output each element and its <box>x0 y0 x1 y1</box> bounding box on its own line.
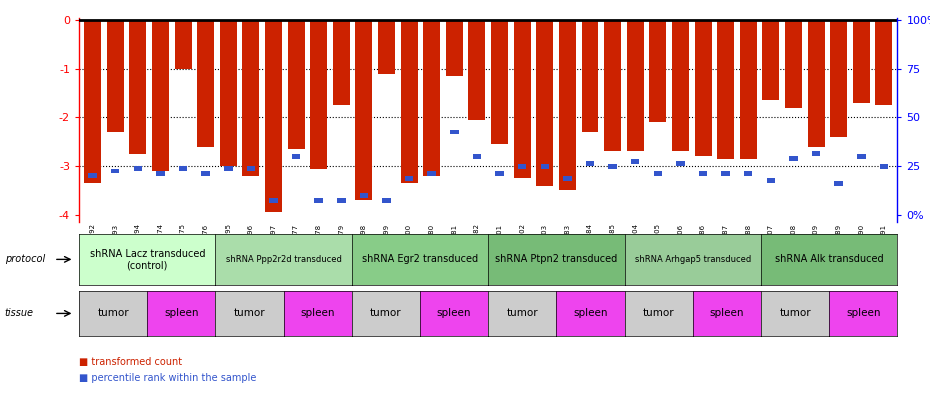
Bar <box>722 171 730 176</box>
Bar <box>627 20 644 151</box>
Bar <box>608 163 617 169</box>
Bar <box>428 171 436 176</box>
Bar <box>537 20 553 185</box>
Bar <box>219 20 237 166</box>
Text: tumor: tumor <box>643 309 674 318</box>
Bar <box>270 198 278 202</box>
Bar <box>766 178 775 183</box>
Bar <box>491 20 508 144</box>
Bar <box>378 20 395 73</box>
Bar <box>564 176 572 181</box>
Bar <box>812 151 820 156</box>
Bar <box>785 20 802 108</box>
Bar <box>496 171 504 176</box>
Text: shRNA Arhgap5 transduced: shRNA Arhgap5 transduced <box>634 255 751 264</box>
Bar <box>197 20 214 147</box>
Text: spleen: spleen <box>710 309 744 318</box>
Bar <box>243 20 259 176</box>
Bar <box>744 171 752 176</box>
Bar <box>405 176 413 181</box>
Bar <box>875 20 893 105</box>
Text: tumor: tumor <box>779 309 811 318</box>
Text: spleen: spleen <box>164 309 199 318</box>
Bar <box>314 198 323 202</box>
Text: protocol: protocol <box>5 254 45 264</box>
Text: tissue: tissue <box>5 309 33 318</box>
Bar <box>513 20 531 178</box>
Bar <box>129 20 146 154</box>
Text: shRNA Egr2 transduced: shRNA Egr2 transduced <box>362 254 478 264</box>
Text: shRNA Alk transduced: shRNA Alk transduced <box>775 254 883 264</box>
Text: shRNA Lacz transduced
(control): shRNA Lacz transduced (control) <box>89 249 205 270</box>
Bar <box>559 20 576 191</box>
Bar <box>649 20 666 122</box>
Bar <box>401 20 418 183</box>
Bar <box>311 20 327 169</box>
Bar <box>807 20 825 147</box>
Bar <box>830 20 847 137</box>
Bar <box>202 171 210 176</box>
Bar <box>337 198 346 202</box>
Text: tumor: tumor <box>507 309 538 318</box>
Bar <box>450 130 458 134</box>
Bar <box>111 169 119 173</box>
Bar <box>717 20 734 159</box>
Text: ■ transformed count: ■ transformed count <box>79 358 182 367</box>
Bar <box>581 20 599 132</box>
Bar <box>382 198 391 202</box>
Bar <box>333 20 350 105</box>
Bar <box>107 20 124 132</box>
Bar <box>355 20 372 200</box>
Bar <box>265 20 282 212</box>
Bar <box>469 20 485 120</box>
Bar <box>287 20 304 149</box>
Bar <box>695 20 711 156</box>
Bar <box>175 20 192 69</box>
Bar <box>698 171 707 176</box>
Bar <box>853 20 870 103</box>
Bar <box>156 171 165 176</box>
Bar <box>179 166 187 171</box>
Bar <box>586 161 594 166</box>
Bar <box>246 166 255 171</box>
Text: spleen: spleen <box>300 309 335 318</box>
Bar <box>540 163 549 169</box>
Bar <box>423 20 440 176</box>
Text: shRNA Ptpn2 transduced: shRNA Ptpn2 transduced <box>496 254 618 264</box>
Text: tumor: tumor <box>98 309 129 318</box>
Bar <box>224 166 232 171</box>
Text: spleen: spleen <box>573 309 608 318</box>
Bar <box>857 154 866 159</box>
Text: tumor: tumor <box>233 309 265 318</box>
Text: spleen: spleen <box>437 309 472 318</box>
Bar <box>445 20 463 76</box>
Bar <box>360 193 368 198</box>
Bar <box>134 166 142 171</box>
Text: spleen: spleen <box>846 309 881 318</box>
Bar <box>790 156 798 161</box>
Text: shRNA Ppp2r2d transduced: shRNA Ppp2r2d transduced <box>226 255 341 264</box>
Bar <box>654 171 662 176</box>
Bar <box>518 163 526 169</box>
Bar <box>739 20 757 159</box>
Bar <box>631 159 640 163</box>
Bar <box>292 154 300 159</box>
Bar <box>672 20 689 151</box>
Text: tumor: tumor <box>370 309 402 318</box>
Bar <box>676 161 684 166</box>
Bar <box>152 20 169 171</box>
Bar <box>472 154 481 159</box>
Bar <box>763 20 779 100</box>
Bar <box>604 20 621 151</box>
Bar <box>834 181 843 185</box>
Bar <box>84 20 101 183</box>
Bar <box>88 173 97 178</box>
Bar <box>880 163 888 169</box>
Text: ■ percentile rank within the sample: ■ percentile rank within the sample <box>79 373 257 383</box>
